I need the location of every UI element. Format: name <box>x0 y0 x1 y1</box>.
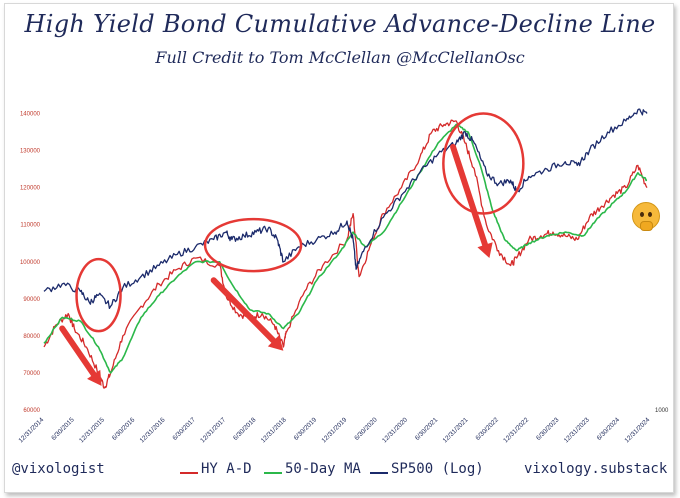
annotation-arrow-shaft <box>450 143 489 248</box>
y-tick-label: 60000 <box>23 408 40 414</box>
x-tick-label: 12/31/2021 <box>442 416 470 444</box>
x-tick-label: 6/30/2023 <box>535 416 561 442</box>
x-tick-label: 12/31/2023 <box>563 416 591 444</box>
x-tick-label: 6/30/2020 <box>353 416 379 442</box>
emoji-hand <box>640 221 653 231</box>
footer-handle: @vixologist <box>12 461 105 477</box>
x-tick-label: 12/31/2019 <box>320 416 348 444</box>
annotation-arrow-shaft <box>59 325 97 378</box>
x-tick-label: 12/31/2018 <box>260 416 288 444</box>
emoji-eye <box>640 212 644 217</box>
y-tick-label: 110000 <box>20 223 40 229</box>
chart-subtitle: Full Credit to Tom McClellan @McClellanO… <box>155 48 525 67</box>
x-tick-label: 6/30/2018 <box>232 416 258 442</box>
legend-hy: HY A-D <box>201 461 252 477</box>
legend-ma: 50-Day MA <box>285 461 361 477</box>
x-tick-label: 6/30/2016 <box>111 416 137 442</box>
series-line-spx <box>43 108 648 310</box>
x-tick-label: 12/31/2024 <box>623 416 651 444</box>
y-tick-label: 130000 <box>20 149 41 155</box>
y-tick-label: 120000 <box>20 186 41 192</box>
annotation-arrow-head <box>267 335 284 351</box>
y-right-tick-label: 1000 <box>655 408 669 414</box>
x-tick-label: 6/30/2022 <box>475 416 501 442</box>
annotation-circle <box>442 112 525 215</box>
x-tick-label: 12/31/2022 <box>502 416 530 444</box>
annotation-circle <box>203 217 303 273</box>
footer-site: vixology.substack <box>524 461 668 477</box>
x-tick-label: 12/31/2014 <box>17 416 45 444</box>
legend-swatch-ma <box>264 472 282 474</box>
plot-area: 60000 70000 80000 90000 100000 110000 120000 13… <box>17 108 669 444</box>
x-tick-label: 12/31/2016 <box>139 416 167 444</box>
x-tick-label: 6/30/2024 <box>596 416 622 442</box>
chart-title: High Yield Bond Cumulative Advance-Decli… <box>24 10 656 38</box>
x-tick-label: 6/30/2017 <box>172 416 198 442</box>
y-tick-label: 140000 <box>20 112 41 118</box>
x-tick-label: 12/31/2017 <box>199 416 227 444</box>
y-tick-label: 70000 <box>23 371 40 377</box>
y-tick-label: 80000 <box>23 334 40 340</box>
legend-swatch-hy <box>180 472 198 474</box>
x-tick-label: 6/30/2021 <box>414 416 440 442</box>
annotation-arrow-shaft <box>210 277 277 344</box>
thinking-face-icon <box>632 202 660 231</box>
series-line-ma <box>43 123 648 374</box>
annotation-arrow-head <box>477 242 493 259</box>
y-tick-label: 100000 <box>20 260 41 266</box>
series-line-hy <box>43 119 648 389</box>
legend-swatch-spx <box>370 472 388 474</box>
annotation-circle <box>75 257 122 333</box>
x-tick-label: 6/30/2019 <box>293 416 319 442</box>
x-tick-label: 12/31/2015 <box>78 416 106 444</box>
y-tick-label: 90000 <box>23 297 40 303</box>
annotation-arrow-head <box>87 369 102 386</box>
emoji-eye <box>648 212 652 217</box>
legend-spx: SP500 (Log) <box>391 461 484 477</box>
x-tick-label: 6/30/2015 <box>50 416 76 442</box>
x-tick-label: 12/31/2020 <box>381 416 409 444</box>
